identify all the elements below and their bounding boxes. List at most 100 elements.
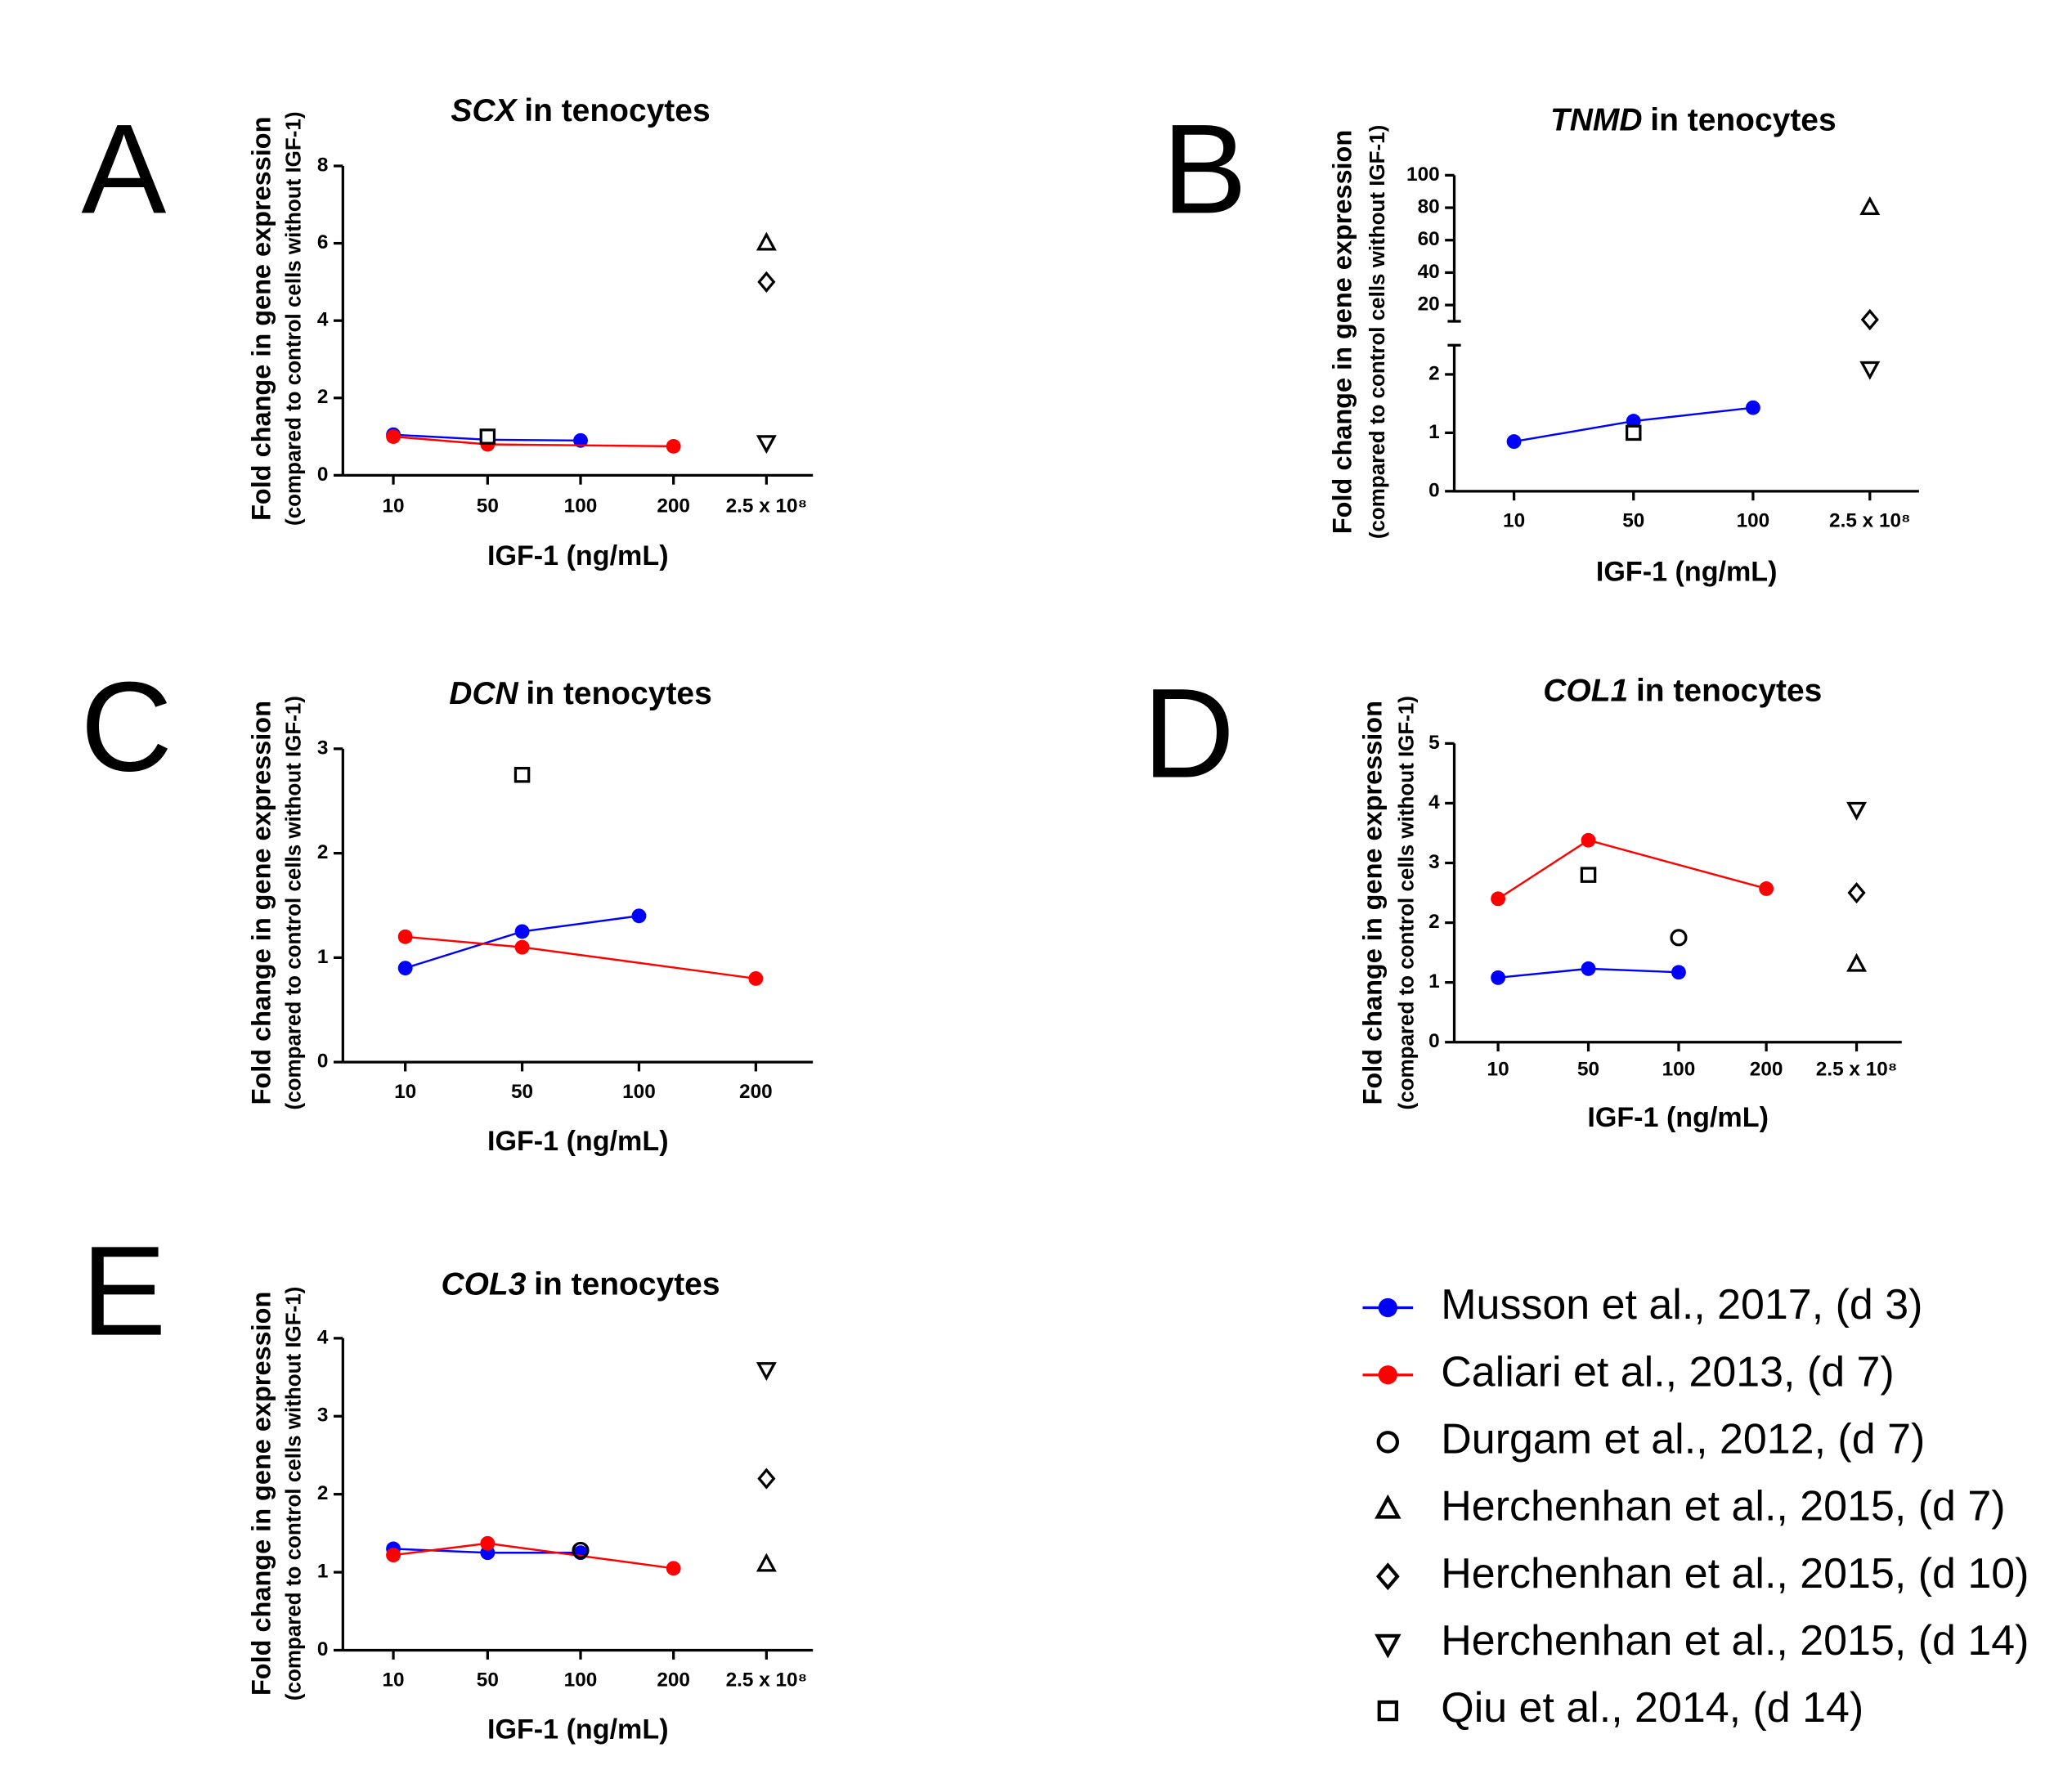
y-tick-label: 0 xyxy=(317,1638,329,1660)
marker xyxy=(756,231,777,251)
legend-label: Caliari et al., 2013, (d 7) xyxy=(1441,1348,1894,1396)
series-line xyxy=(392,435,674,448)
marker xyxy=(631,908,647,924)
x-axis-label: IGF-1 (ng/mL) xyxy=(487,1714,669,1745)
series-line xyxy=(405,935,756,980)
chart-title: SCX in tenocytes xyxy=(451,93,710,128)
marker xyxy=(397,929,413,944)
panel-letter: D xyxy=(1142,663,1235,805)
y-tick-label: 1 xyxy=(317,1561,329,1583)
title-rest: in tenocytes xyxy=(524,93,710,128)
x-axis-label: IGF-1 (ng/mL) xyxy=(1587,1102,1769,1133)
title-rest: in tenocytes xyxy=(534,1267,720,1302)
title-gene: DCN xyxy=(449,676,518,711)
marker xyxy=(1378,1365,1397,1385)
marker xyxy=(1846,801,1868,821)
x-tick-label: 50 xyxy=(477,1669,499,1691)
legend-label: Herchenhan et al., 2015, (d 10) xyxy=(1441,1550,2029,1598)
y-axis-label: (compared to control cells without IGF-1… xyxy=(1394,696,1419,1109)
y-tick-label: 1 xyxy=(1428,421,1440,443)
x-tick-label: 10 xyxy=(383,1669,405,1691)
y-tick-label: 2 xyxy=(317,841,329,863)
marker xyxy=(386,1548,401,1563)
marker xyxy=(1670,929,1688,947)
y-tick-label: 4 xyxy=(317,1326,329,1348)
marker xyxy=(1580,867,1597,883)
title-rest: in tenocytes xyxy=(1636,674,1822,709)
x-tick-label: 10 xyxy=(394,1081,416,1103)
marker xyxy=(757,1468,776,1490)
panel-letter: C xyxy=(80,656,173,798)
y-axis-label: Fold change in gene expression xyxy=(1327,130,1357,534)
x-tick-label: 100 xyxy=(1662,1058,1696,1080)
x-tick-label: 100 xyxy=(1737,510,1770,532)
y-tick-label: 1 xyxy=(1428,970,1440,993)
chart-title: COL1 in tenocytes xyxy=(1543,674,1822,709)
y-axis-label: (compared to control cells without IGF-1… xyxy=(281,696,306,1109)
y-tick-label: 6 xyxy=(317,231,329,253)
y-tick-label: 0 xyxy=(1428,1030,1440,1052)
x-tick-label: 50 xyxy=(1577,1058,1599,1080)
x-tick-label: 50 xyxy=(1622,510,1644,532)
marker xyxy=(1745,400,1760,415)
legend-label: Musson et al., 2017, (d 3) xyxy=(1441,1281,1922,1329)
chart-title: COL3 in tenocytes xyxy=(441,1267,720,1302)
marker xyxy=(1377,1700,1398,1722)
title-gene: COL1 xyxy=(1543,674,1628,709)
y-tick-label: 20 xyxy=(1418,294,1440,316)
title-gene: COL3 xyxy=(441,1267,526,1302)
marker xyxy=(1759,881,1774,896)
marker xyxy=(756,1553,777,1572)
marker xyxy=(1491,970,1506,985)
series-line xyxy=(1497,839,1767,900)
marker xyxy=(1375,1494,1402,1519)
chart-title: TNMD in tenocytes xyxy=(1550,103,1837,138)
x-tick-label: 50 xyxy=(477,495,499,518)
marker xyxy=(514,924,530,939)
y-tick-label: 2 xyxy=(1428,362,1440,384)
x-tick-label: 2.5 x 10⁸ xyxy=(1816,1058,1898,1080)
marker xyxy=(1859,196,1881,215)
y-axis-label: (compared to control cells without IGF-1… xyxy=(281,1287,306,1701)
marker xyxy=(1581,832,1596,848)
marker xyxy=(748,970,764,986)
x-axis-label: IGF-1 (ng/mL) xyxy=(487,1126,669,1157)
marker xyxy=(757,271,776,293)
marker xyxy=(1506,434,1522,450)
marker xyxy=(1626,424,1642,441)
legend-label: Herchenhan et al., 2015, (d 14) xyxy=(1441,1617,2029,1665)
x-tick-label: 10 xyxy=(1503,510,1525,532)
y-axis-label: Fold change in gene expression xyxy=(246,1292,276,1696)
x-tick-label: 2.5 x 10⁸ xyxy=(726,495,807,518)
marker xyxy=(1375,1562,1400,1591)
y-axis-label: Fold change in gene expression xyxy=(1358,701,1388,1105)
marker xyxy=(1376,1431,1400,1454)
y-tick-label: 0 xyxy=(317,1051,329,1073)
marker xyxy=(1626,414,1641,429)
marker xyxy=(1581,961,1596,976)
chart-title: DCN in tenocytes xyxy=(449,676,712,711)
y-tick-label: 3 xyxy=(1428,851,1440,873)
legend-label: Qiu et al., 2014, (d 14) xyxy=(1441,1684,1863,1732)
y-tick-label: 4 xyxy=(317,309,329,331)
x-tick-label: 2.5 x 10⁸ xyxy=(726,1669,807,1691)
y-tick-label: 40 xyxy=(1418,261,1440,283)
panel-letter: B xyxy=(1162,98,1247,240)
x-tick-label: 100 xyxy=(564,495,598,518)
title-gene: TNMD xyxy=(1550,103,1643,138)
x-tick-label: 200 xyxy=(657,1669,690,1691)
legend-label: Durgam et al., 2012, (d 7) xyxy=(1441,1416,1925,1463)
y-axis-label: Fold change in gene expression xyxy=(246,117,276,521)
title-gene: SCX xyxy=(451,93,518,128)
y-tick-label: 100 xyxy=(1406,164,1440,186)
y-tick-label: 3 xyxy=(317,737,329,759)
marker xyxy=(1860,308,1879,331)
x-tick-label: 200 xyxy=(657,495,690,518)
y-tick-label: 2 xyxy=(317,1482,329,1504)
series-line xyxy=(392,1542,674,1570)
y-tick-label: 4 xyxy=(1428,791,1440,813)
marker xyxy=(666,438,681,454)
x-axis-label: IGF-1 (ng/mL) xyxy=(487,540,669,571)
marker xyxy=(1378,1297,1397,1318)
marker xyxy=(480,1535,496,1551)
